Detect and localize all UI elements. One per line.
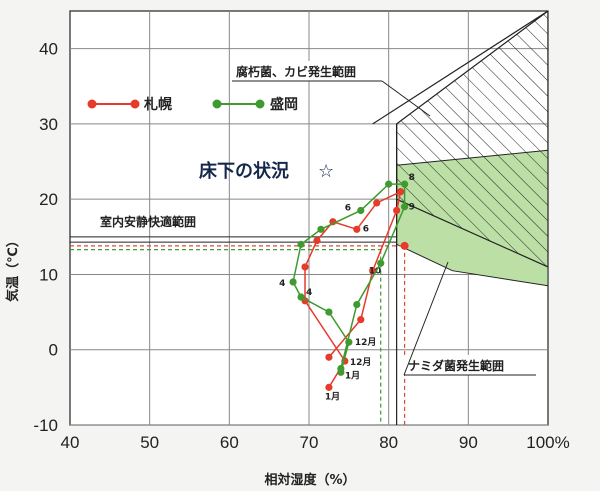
- reference-lines: [70, 236, 409, 425]
- x-tick-label: 60: [220, 433, 239, 452]
- y-tick-label: 30: [39, 115, 58, 134]
- data-point-morioka: [317, 225, 325, 233]
- annotation-comfort: 室内安静快適範囲: [100, 214, 196, 229]
- zones: [372, 11, 548, 425]
- legend: 札幌 盛岡: [87, 96, 298, 113]
- data-point-sapporo: [357, 316, 365, 324]
- point-label: 12月: [350, 357, 372, 368]
- data-point-sapporo: [353, 225, 361, 233]
- point-label: 4: [306, 288, 312, 298]
- legend-marker-morioka-right: [255, 99, 265, 109]
- data-point-morioka: [385, 180, 393, 188]
- x-tick-label: 90: [459, 433, 478, 452]
- legend-marker-sapporo-right: [130, 99, 140, 109]
- x-tick-label: 50: [140, 433, 159, 452]
- data-point-morioka: [377, 259, 385, 267]
- y-tick-label: 20: [39, 190, 58, 209]
- y-axis-title: 気温（℃）: [5, 234, 21, 302]
- sapporo-ref-point: [400, 241, 409, 250]
- point-label: 1月: [325, 391, 340, 402]
- legend-marker-morioka-left: [212, 99, 222, 109]
- y-tick-label: -10: [33, 416, 58, 435]
- annotation-mold: 腐朽菌、カビ発生範囲: [232, 61, 431, 117]
- series-line-morioka: [292, 183, 406, 373]
- headline: 床下の状況: [199, 160, 289, 182]
- data-point-sapporo: [373, 199, 381, 207]
- point-label: 6: [345, 203, 351, 213]
- x-tick-label: 80: [379, 433, 398, 452]
- annotation-mold-text: 腐朽菌、カビ発生範囲: [236, 64, 356, 79]
- data-point-morioka: [401, 180, 409, 188]
- data-point-sapporo: [325, 353, 333, 361]
- legend-label-morioka: 盛岡: [270, 96, 298, 113]
- y-tick-label: 10: [39, 265, 58, 284]
- point-label: 12月: [355, 337, 377, 348]
- point-label: 8: [409, 173, 415, 183]
- legend-label-sapporo: 札幌: [143, 96, 172, 113]
- data-point-morioka: [357, 206, 365, 215]
- data-point-sapporo: [301, 263, 309, 271]
- data-point-sapporo: [397, 188, 405, 196]
- annotation-comfort-text: 室内安静快適範囲: [100, 214, 196, 229]
- x-axis-title: 相対湿度（%）: [264, 472, 355, 488]
- data-point-sapporo: [325, 383, 333, 391]
- x-tick-label: 100%: [526, 433, 569, 452]
- point-label: 1月: [345, 370, 360, 381]
- annotation-namida-text: ナミダ菌発生範囲: [408, 358, 504, 373]
- y-tick-label: 40: [39, 40, 58, 59]
- data-point-sapporo: [393, 206, 401, 215]
- data-point-morioka: [337, 364, 345, 373]
- point-label: 9: [409, 203, 415, 213]
- data-point-morioka: [345, 338, 353, 346]
- x-tick-label: 40: [61, 433, 80, 452]
- legend-marker-sapporo-left: [87, 99, 97, 109]
- tick-labels: 40 50 60 70 80 90 100% -10 0 10 20 30 40: [33, 40, 569, 452]
- data-point-morioka: [325, 308, 333, 316]
- x-tick-label: 70: [300, 433, 319, 452]
- annotation-namida: ナミダ菌発生範囲: [403, 261, 536, 376]
- annotation-namida-leader: [403, 261, 449, 376]
- annotation-mold-leader: [381, 80, 431, 117]
- headline-star: ☆: [318, 161, 334, 182]
- data-point-morioka: [401, 203, 409, 211]
- data-point-morioka: [297, 240, 305, 248]
- point-label: 4: [279, 279, 285, 289]
- point-label: 6: [363, 224, 369, 234]
- annotation-mold-box: [232, 61, 382, 81]
- data-point-morioka: [353, 300, 361, 309]
- y-tick-label: 0: [49, 341, 58, 360]
- mold-zone-upper-edge: [372, 11, 548, 125]
- data-point-morioka: [289, 278, 297, 286]
- data-point-sapporo: [313, 236, 321, 245]
- grid-lines: [70, 11, 548, 426]
- data-point-morioka: [297, 293, 305, 301]
- annotation-namida-box: [404, 355, 536, 375]
